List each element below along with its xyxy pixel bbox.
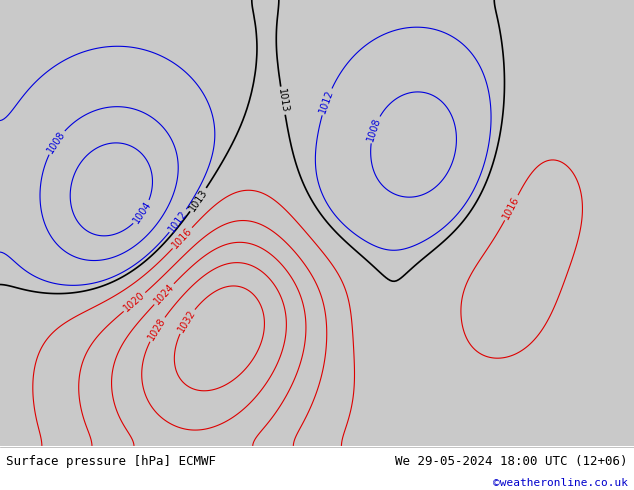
Text: 1013: 1013 (187, 187, 209, 213)
Text: 1032: 1032 (176, 308, 197, 334)
Text: 1008: 1008 (366, 116, 383, 143)
Text: 1016: 1016 (501, 195, 522, 221)
Text: 1004: 1004 (131, 199, 153, 225)
Text: 1008: 1008 (45, 129, 67, 155)
Text: Surface pressure [hPa] ECMWF: Surface pressure [hPa] ECMWF (6, 455, 216, 468)
Text: 1028: 1028 (146, 316, 167, 343)
Text: 1013: 1013 (276, 88, 290, 114)
Text: 1012: 1012 (167, 208, 190, 234)
Text: ©weatheronline.co.uk: ©weatheronline.co.uk (493, 478, 628, 489)
Text: We 29-05-2024 18:00 UTC (12+06): We 29-05-2024 18:00 UTC (12+06) (395, 455, 628, 468)
Text: 1024: 1024 (152, 282, 176, 306)
Text: 1016: 1016 (171, 226, 195, 250)
Text: 1020: 1020 (122, 290, 147, 314)
Text: 1012: 1012 (318, 88, 335, 115)
